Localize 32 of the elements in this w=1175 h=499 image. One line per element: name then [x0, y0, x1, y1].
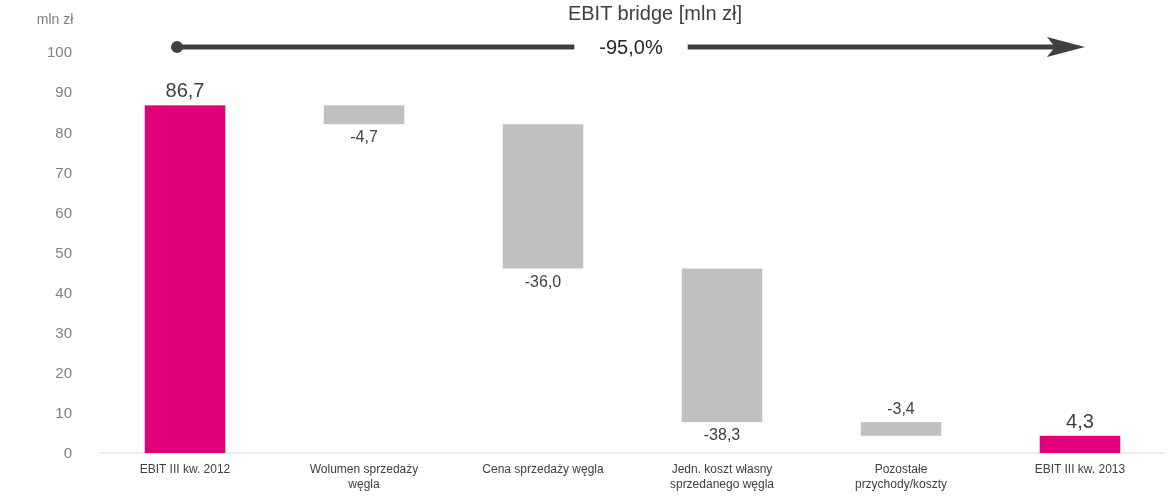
- annotation: -95,0%: [599, 36, 663, 58]
- bar: [502, 124, 584, 269]
- bar: [144, 105, 226, 453]
- y-tick-label: 60: [55, 203, 72, 221]
- y-tick-label: 50: [55, 243, 72, 261]
- data-label: -38,3: [703, 426, 741, 444]
- data-label: -4,7: [350, 128, 378, 146]
- bar: [681, 268, 763, 423]
- bar: [860, 422, 942, 436]
- y-tick-label: 20: [55, 364, 72, 382]
- data-label: 4,3: [1066, 409, 1094, 432]
- y-tick-label: 30: [55, 324, 72, 341]
- data-label: -36,0: [524, 272, 562, 290]
- y-tick-label: 100: [46, 43, 72, 61]
- y-tick-label: 40: [55, 283, 72, 301]
- y-tick-label: 80: [55, 123, 72, 141]
- y-axis-title: mln zł: [36, 11, 75, 27]
- data-label: 86,7: [165, 79, 205, 102]
- y-tick-label: 10: [55, 404, 72, 422]
- x-tick-label: EBIT III kw. 2012: [139, 462, 231, 476]
- bar: [1039, 435, 1121, 453]
- y-tick-label: 70: [55, 163, 72, 181]
- chart-title: EBIT bridge [mln zł]: [567, 2, 743, 24]
- bar: [323, 105, 405, 125]
- x-tick-label: Pozostałe przychody/koszty: [854, 462, 948, 491]
- x-tick-label: EBIT III kw. 2013: [1034, 462, 1126, 476]
- x-tick-label: Wolumen sprzedaży węgla: [309, 462, 419, 491]
- y-tick-label: 90: [55, 83, 72, 101]
- x-tick-label: Jedn. koszt własny sprzedanego węgla: [669, 462, 775, 491]
- y-tick-label: 0: [63, 444, 72, 462]
- x-tick-label: Cena sprzedaży węgla: [482, 462, 605, 476]
- data-label: -3,4: [887, 400, 915, 418]
